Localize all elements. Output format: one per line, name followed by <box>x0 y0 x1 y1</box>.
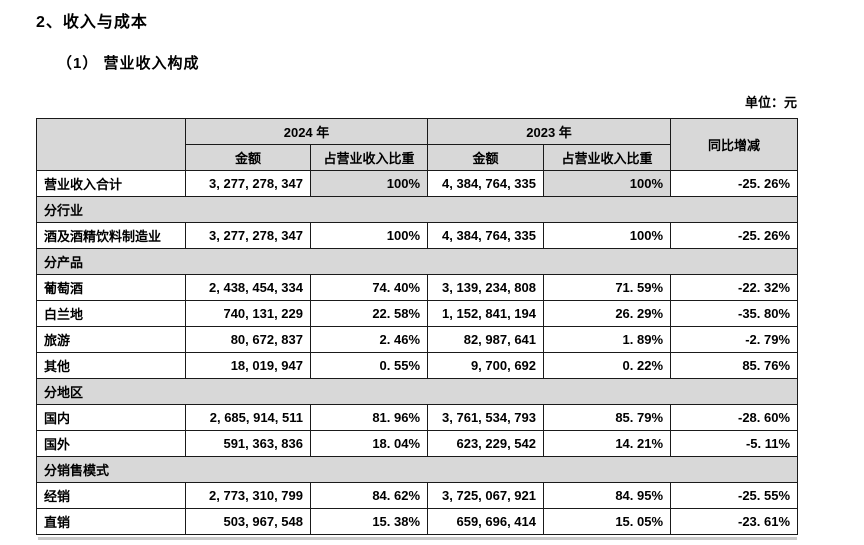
ratio-2023: 71. 59% <box>543 274 672 301</box>
table-row: 营业收入合计 3, 277, 278, 347 100% 4, 384, 764, 3… <box>36 170 799 197</box>
ratio-2023: 15. 05% <box>543 508 672 535</box>
table-row: 葡萄酒 2, 438, 454, 334 74. 40% 3, 139, 234, 8… <box>36 274 799 301</box>
corner-cell <box>36 118 186 171</box>
section-label: 分地区 <box>35 378 799 405</box>
ratio-2024: 74. 40% <box>309 274 429 301</box>
amount-2023: 3, 139, 234, 808 <box>427 274 545 301</box>
section-label: 分产品 <box>35 248 799 275</box>
amount-2023-header: 金额 <box>427 144 545 171</box>
yoy-value: -28. 60% <box>670 404 799 431</box>
amount-2024: 3, 277, 278, 347 <box>185 222 311 249</box>
row-label: 酒及酒精饮料制造业 <box>36 222 186 249</box>
unit-label: 单位：元 <box>744 95 797 110</box>
revenue-table-wrap: 2024 年 2023 年 同比增减 金额 占营业收入比重 金额 占营业收入比重… <box>35 118 799 535</box>
ratio-2024: 100% <box>309 170 429 197</box>
row-label: 旅游 <box>36 326 186 353</box>
ratio-2023: 100% <box>543 170 672 197</box>
amount-2024: 80, 672, 837 <box>185 326 311 353</box>
ratio-2023: 100% <box>543 222 672 249</box>
yoy-header: 同比增减 <box>670 118 799 171</box>
section-row: 分产品 <box>35 248 799 275</box>
yoy-value: -25. 55% <box>670 482 799 509</box>
amount-2023: 3, 725, 067, 921 <box>427 482 545 509</box>
ratio-2023: 26. 29% <box>543 300 672 327</box>
ratio-2024-header: 占营业收入比重 <box>309 144 429 171</box>
row-label: 国外 <box>36 430 186 457</box>
header-row-measures: 金额 占营业收入比重 金额 占营业收入比重 <box>37 144 798 171</box>
table-row: 国内 2, 685, 914, 511 81. 96% 3, 761, 534, 79… <box>36 404 799 431</box>
ratio-2023: 14. 21% <box>543 430 672 457</box>
yoy-value: -2. 79% <box>670 326 799 353</box>
table-row: 其他 18, 019, 947 0. 55% 9, 700, 692 0. 22% 85.… <box>36 352 799 379</box>
amount-2023: 9, 700, 692 <box>427 352 545 379</box>
yoy-value: -22. 32% <box>670 274 799 301</box>
section-row: 分行业 <box>35 196 799 223</box>
amount-2023: 623, 229, 542 <box>427 430 545 457</box>
ratio-2024: 22. 58% <box>309 300 429 327</box>
ratio-2024: 2. 46% <box>309 326 429 353</box>
table-row: 国外 591, 363, 836 18. 04% 623, 229, 542 14. 2… <box>36 430 799 457</box>
ratio-2023: 0. 22% <box>543 352 672 379</box>
amount-2023: 4, 384, 764, 335 <box>427 170 545 197</box>
ratio-2023: 1. 89% <box>543 326 672 353</box>
amount-2024: 2, 438, 454, 334 <box>185 274 311 301</box>
yoy-value: 85. 76% <box>670 352 799 379</box>
row-label: 国内 <box>36 404 186 431</box>
amount-2024: 2, 685, 914, 511 <box>185 404 311 431</box>
table-row: 酒及酒精饮料制造业 3, 277, 278, 347 100% 4, 384, 764… <box>36 222 799 249</box>
table-row: 旅游 80, 672, 837 2. 46% 82, 987, 641 1. 89% -2… <box>36 326 799 353</box>
revenue-composition-table: 2024 年 2023 年 同比增减 金额 占营业收入比重 金额 占营业收入比重… <box>35 118 799 535</box>
page-subtitle: （1） 营业收入构成 <box>57 55 200 72</box>
row-label: 葡萄酒 <box>36 274 186 301</box>
header-row-years: 2024 年 2023 年 同比增减 <box>36 118 799 171</box>
amount-2024: 3, 277, 278, 347 <box>185 170 311 197</box>
section-row: 分地区 <box>35 378 799 405</box>
yoy-value: -25. 26% <box>670 170 799 197</box>
table-row: 直销 503, 967, 548 15. 38% 659, 696, 414 15. 0… <box>36 508 799 535</box>
amount-2023: 659, 696, 414 <box>427 508 545 535</box>
yoy-value: -35. 80% <box>670 300 799 327</box>
row-label: 直销 <box>36 508 186 535</box>
yoy-value: -5. 11% <box>670 430 799 457</box>
row-label: 白兰地 <box>36 300 186 327</box>
ratio-2023-header: 占营业收入比重 <box>543 144 672 171</box>
section-row: 分销售模式 <box>35 456 799 483</box>
table-row: 白兰地 740, 131, 229 22. 58% 1, 152, 841, 194 2… <box>36 300 799 327</box>
row-label: 其他 <box>36 352 186 379</box>
ratio-2024: 18. 04% <box>309 430 429 457</box>
ratio-2023: 84. 95% <box>543 482 672 509</box>
ratio-2024: 81. 96% <box>309 404 429 431</box>
amount-2024-header: 金额 <box>185 144 311 171</box>
yoy-value: -25. 26% <box>670 222 799 249</box>
row-label: 营业收入合计 <box>36 170 186 197</box>
amount-2024: 740, 131, 229 <box>185 300 311 327</box>
ratio-2024: 15. 38% <box>309 508 429 535</box>
ratio-2024: 0. 55% <box>309 352 429 379</box>
ratio-2024: 100% <box>309 222 429 249</box>
amount-2023: 3, 761, 534, 793 <box>427 404 545 431</box>
amount-2024: 2, 773, 310, 799 <box>185 482 311 509</box>
amount-2024: 18, 019, 947 <box>185 352 311 379</box>
amount-2023: 82, 987, 641 <box>427 326 545 353</box>
page-title: 2、收入与成本 <box>36 14 148 31</box>
ratio-2024: 84. 62% <box>309 482 429 509</box>
amount-2023: 4, 384, 764, 335 <box>427 222 545 249</box>
year-2024-header: 2024 年 <box>184 118 429 145</box>
ratio-2023: 85. 79% <box>543 404 672 431</box>
row-label: 经销 <box>36 482 186 509</box>
section-label: 分销售模式 <box>35 456 799 483</box>
table-row: 经销 2, 773, 310, 799 84. 62% 3, 725, 067, 92… <box>36 482 799 509</box>
amount-2023: 1, 152, 841, 194 <box>427 300 545 327</box>
yoy-value: -23. 61% <box>670 508 799 535</box>
next-table-edge <box>38 537 797 540</box>
amount-2024: 503, 967, 548 <box>185 508 311 535</box>
section-label: 分行业 <box>35 196 799 223</box>
amount-2024: 591, 363, 836 <box>185 430 311 457</box>
year-2023-header: 2023 年 <box>427 118 672 145</box>
